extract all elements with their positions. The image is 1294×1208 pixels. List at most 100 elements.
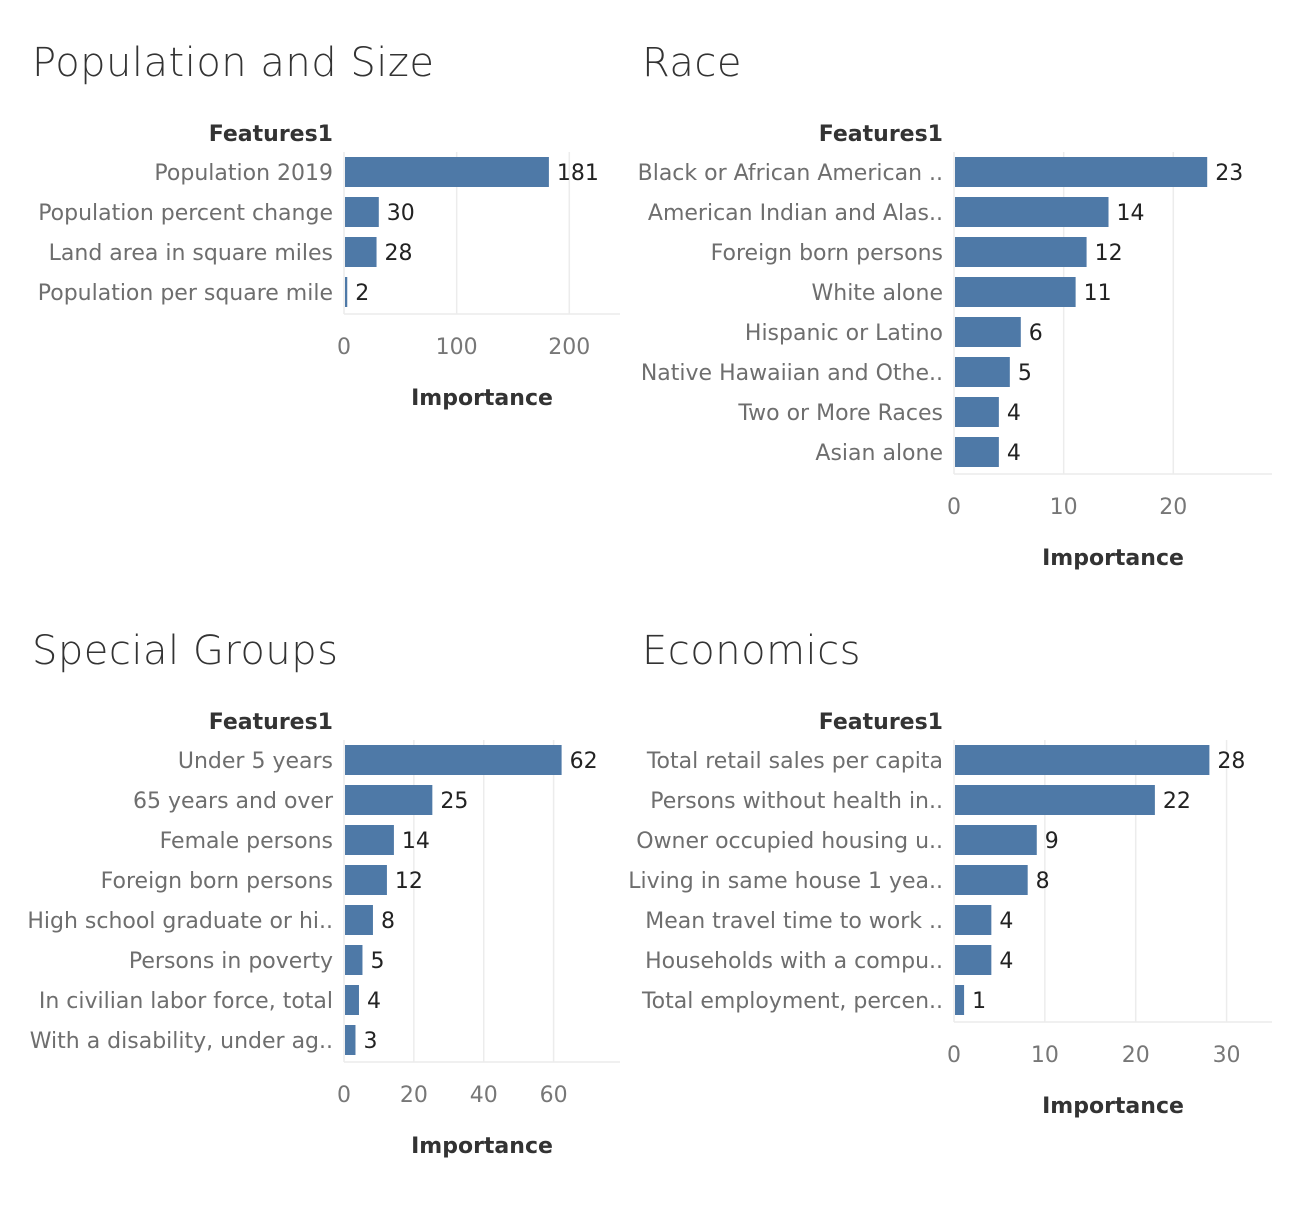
value-label: 30	[387, 201, 415, 226]
bar-chart-population: Features1 Population 2019 181 Population pe…	[38, 122, 620, 411]
value-label: 2	[355, 281, 369, 306]
category-label: Households with a compu..	[645, 949, 943, 974]
chart-title: Race	[642, 40, 743, 86]
bar	[345, 237, 377, 267]
value-label: 22	[1163, 789, 1191, 814]
category-label: Hispanic or Latino	[745, 321, 943, 346]
bar	[345, 785, 433, 815]
bar	[345, 277, 348, 307]
value-label: 4	[999, 949, 1013, 974]
bar	[955, 865, 1028, 895]
value-label: 12	[395, 869, 423, 894]
value-label: 14	[1117, 201, 1145, 226]
value-label: 181	[557, 161, 599, 186]
x-tick-label: 100	[436, 335, 478, 360]
bar	[345, 865, 387, 895]
x-tick-label: 20	[400, 1083, 428, 1108]
bar	[955, 945, 992, 975]
category-label: White alone	[812, 281, 944, 306]
row-header: Features1	[819, 122, 943, 147]
value-label: 4	[999, 909, 1013, 934]
chart-title: Special Groups	[32, 628, 339, 674]
category-label: Black or African American ..	[638, 161, 943, 186]
bar	[345, 157, 549, 187]
category-label: Owner occupied housing u..	[636, 829, 943, 854]
category-label: Living in same house 1 yea..	[628, 869, 943, 894]
value-label: 4	[1007, 441, 1021, 466]
bar	[955, 157, 1208, 187]
category-label: High school graduate or hi..	[27, 909, 333, 934]
category-label: Foreign born persons	[711, 241, 943, 266]
bar	[955, 985, 965, 1015]
x-axis-title: Importance	[411, 386, 553, 411]
chart-title: Population and Size	[32, 40, 435, 86]
category-label: With a disability, under ag..	[30, 1029, 333, 1054]
category-label: Under 5 years	[178, 749, 333, 774]
bar	[955, 745, 1210, 775]
row-header: Features1	[819, 710, 943, 735]
bar-chart-special-groups: Features1 Under 5 years 62 65 years and ove…	[27, 710, 620, 1159]
x-tick-label: 0	[337, 335, 351, 360]
category-label: Land area in square miles	[49, 241, 333, 266]
category-label: Total retail sales per capita	[646, 749, 943, 774]
chart-panel-special-groups: Special Groups Features1 Under 5 years 62 6…	[0, 588, 620, 1208]
value-label: 25	[440, 789, 468, 814]
row-header: Features1	[209, 122, 333, 147]
bar	[345, 745, 562, 775]
value-label: 5	[370, 949, 384, 974]
bar	[955, 397, 999, 427]
bar	[955, 785, 1155, 815]
category-label: Population 2019	[154, 161, 333, 186]
value-label: 8	[1036, 869, 1050, 894]
bar	[955, 825, 1037, 855]
x-axis-title: Importance	[1042, 1094, 1184, 1119]
value-label: 1	[972, 989, 986, 1014]
x-tick-label: 0	[947, 1043, 961, 1068]
bar	[955, 317, 1021, 347]
value-label: 28	[1217, 749, 1245, 774]
category-label: Native Hawaiian and Othe..	[641, 361, 943, 386]
chart-panel-population: Population and Size Features1 Population …	[0, 0, 620, 600]
bar	[345, 945, 363, 975]
category-label: Persons without health in..	[650, 789, 943, 814]
bar	[955, 905, 992, 935]
x-axis-title: Importance	[1042, 546, 1184, 571]
category-label: Mean travel time to work ..	[645, 909, 943, 934]
category-label: Persons in poverty	[129, 949, 333, 974]
chart-panel-economics: Economics Features1 Total retail sales pe…	[610, 588, 1272, 1208]
value-label: 9	[1045, 829, 1059, 854]
value-label: 12	[1095, 241, 1123, 266]
x-tick-label: 20	[1159, 495, 1187, 520]
bar	[345, 905, 373, 935]
value-label: 4	[367, 989, 381, 1014]
x-tick-label: 10	[1031, 1043, 1059, 1068]
x-axis-title: Importance	[411, 1134, 553, 1159]
category-label: 65 years and over	[133, 789, 334, 814]
category-label: Population per square mile	[38, 281, 333, 306]
chart-panel-race: Race Features1 Black or African American …	[610, 0, 1272, 600]
x-tick-label: 20	[1122, 1043, 1150, 1068]
category-label: Two or More Races	[737, 401, 943, 426]
bar	[345, 825, 394, 855]
value-label: 11	[1084, 281, 1112, 306]
category-label: In civilian labor force, total	[39, 989, 333, 1014]
category-label: Foreign born persons	[101, 869, 333, 894]
bar	[345, 985, 359, 1015]
x-tick-label: 0	[337, 1083, 351, 1108]
bar	[345, 197, 379, 227]
value-label: 28	[385, 241, 413, 266]
bar	[955, 197, 1109, 227]
value-label: 6	[1029, 321, 1043, 346]
bar	[955, 357, 1010, 387]
value-label: 4	[1007, 401, 1021, 426]
value-label: 62	[570, 749, 598, 774]
category-label: Population percent change	[38, 201, 333, 226]
chart-title: Economics	[642, 628, 861, 674]
bar	[345, 1025, 356, 1055]
category-label: American Indian and Alas..	[648, 201, 943, 226]
x-tick-label: 10	[1050, 495, 1078, 520]
value-label: 23	[1215, 161, 1243, 186]
x-tick-label: 0	[947, 495, 961, 520]
bar	[955, 277, 1076, 307]
bar-chart-race: Features1 Black or African American .. 23 A…	[638, 122, 1272, 571]
